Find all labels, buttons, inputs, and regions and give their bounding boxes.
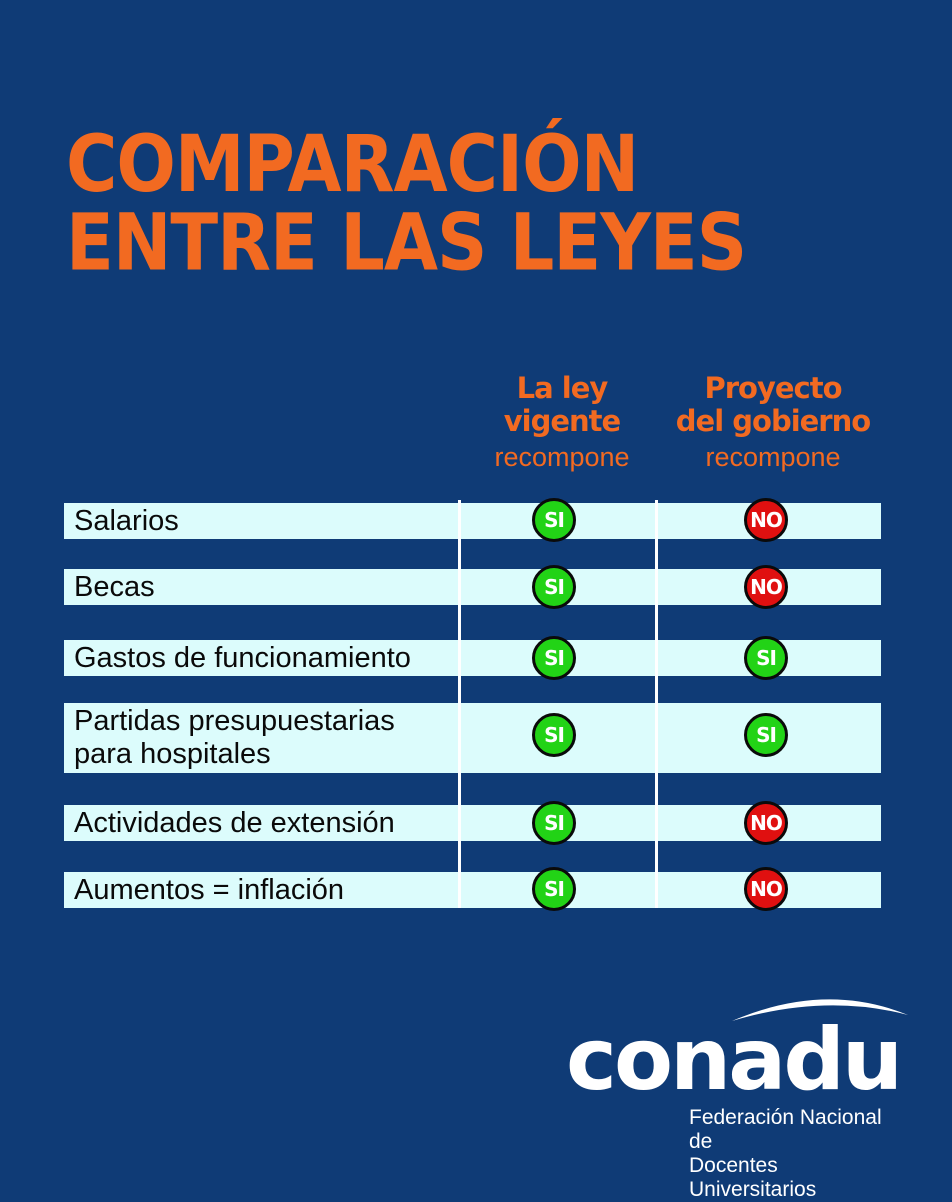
title-line-1: COMPARACIÓN	[66, 118, 639, 211]
status-badge-vigente: SI	[532, 565, 576, 609]
column-header-line: Proyecto	[704, 371, 842, 405]
column-header-subtitle: recompone	[494, 442, 630, 472]
status-badge-vigente: SI	[532, 636, 576, 680]
column-divider	[458, 500, 461, 908]
page-title: COMPARACIÓN ENTRE LAS LEYES	[66, 118, 747, 289]
logo-arc-icon	[732, 999, 908, 1021]
column-header-line: del gobierno	[675, 404, 871, 438]
status-badge-proyecto: NO	[744, 498, 788, 542]
logo-subtitle: Federación Nacional de Docentes Universi…	[689, 1106, 882, 1201]
table-row: Actividades de extensión	[64, 805, 881, 841]
status-badge-proyecto: NO	[744, 565, 788, 609]
status-badge-proyecto: SI	[744, 713, 788, 757]
table-row: Gastos de funcionamiento	[64, 640, 881, 676]
column-header-line: vigente	[503, 404, 621, 438]
status-badge-vigente: SI	[532, 713, 576, 757]
row-label: Actividades de extensión	[74, 806, 395, 839]
column-header-subtitle: recompone	[705, 442, 841, 472]
row-label: Becas	[74, 570, 155, 603]
status-badge-vigente: SI	[532, 498, 576, 542]
row-label: Partidas presupuestarias para hospitales	[74, 705, 395, 770]
column-header-ley-vigente: La ley vigente recompone	[462, 372, 662, 474]
status-badge-vigente: SI	[532, 867, 576, 911]
column-header-line: La ley	[516, 371, 609, 405]
row-label: Gastos de funcionamiento	[74, 641, 411, 674]
column-divider	[655, 500, 658, 908]
status-badge-proyecto: NO	[744, 801, 788, 845]
logo-wordmark: conadu	[566, 1010, 903, 1110]
title-line-2: ENTRE LAS LEYES	[66, 196, 747, 289]
status-badge-proyecto: SI	[744, 636, 788, 680]
status-badge-proyecto: NO	[744, 867, 788, 911]
column-header-proyecto-gobierno: Proyecto del gobierno recompone	[668, 372, 878, 474]
row-label: Salarios	[74, 504, 179, 537]
status-badge-vigente: SI	[532, 801, 576, 845]
row-label: Aumentos = inflación	[74, 873, 345, 906]
